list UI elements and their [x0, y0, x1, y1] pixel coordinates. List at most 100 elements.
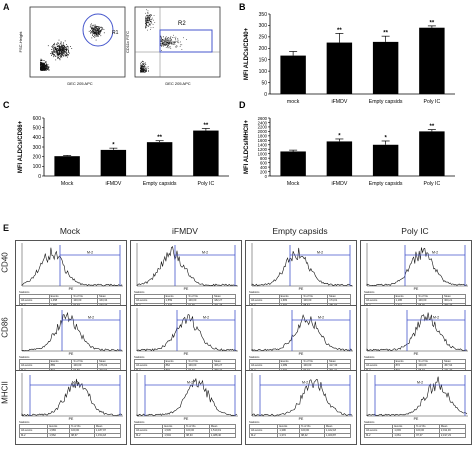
x-tick-label: mock: [287, 99, 300, 105]
gate-m2-label: M-2: [88, 316, 94, 320]
y-tick-label: 2600: [258, 116, 268, 121]
statistics-table: Statistics Events% of Vis Mean All events 1,…: [248, 421, 352, 438]
statistics-title: Statistics: [249, 291, 260, 294]
x-tick-label: Empty capsids: [369, 181, 403, 187]
y-tick-label: 1600: [258, 138, 268, 143]
bar: [146, 142, 173, 176]
histogram-xlabel: PE: [184, 417, 189, 420]
row-title-mhcii: MHCII: [0, 380, 10, 404]
y-tick-label: 600: [33, 116, 42, 122]
bar: [280, 55, 306, 94]
stats-cell: 98,67: [69, 432, 95, 438]
x-tick-label: Mock: [287, 181, 300, 187]
stats-cell: 1,374: [277, 432, 301, 438]
stats-cell: M-2: [248, 432, 279, 438]
panel-label-e: E: [3, 223, 10, 233]
column-title-1: iFMDV: [172, 226, 198, 236]
histogram-xlabel: PE: [299, 352, 304, 355]
histogram-xlabel: PE: [69, 287, 74, 290]
statistics-title: Statistics: [364, 356, 375, 359]
statistics-title: Statistics: [249, 421, 260, 424]
y-tick-label: 200: [259, 46, 268, 52]
bar-charts: B 0 50 100 150 200 250 300 350 MFI ALDCs/CD40+ moc…: [3, 2, 455, 187]
gate-m2-label: M-2: [433, 316, 439, 320]
y-tick-label: 250: [259, 35, 268, 41]
stats-cell: 1,409,87: [323, 432, 352, 438]
y-tick-label: 1200: [258, 147, 268, 152]
stats-cell: M-2: [18, 432, 49, 438]
stats-cell: 1,504: [162, 432, 186, 438]
gate-m2-label: M-2: [202, 251, 208, 255]
gate-m2-label: M-2: [187, 381, 193, 385]
y-tick-label: 400: [260, 165, 268, 170]
statistics-title: Statistics: [249, 356, 260, 359]
histogram-trace: [251, 247, 353, 287]
significance-label: *: [384, 135, 387, 141]
statistics-title: Statistics: [134, 291, 145, 294]
y-tick-label: 800: [260, 156, 268, 161]
gate-m2-label: M-2: [432, 251, 438, 255]
bar: [100, 149, 127, 176]
x-tick-label: Empty capsids: [369, 99, 403, 105]
dotplot-r2-xlabel: DEC 205 APC: [165, 81, 190, 86]
statistics-title: Statistics: [19, 356, 30, 359]
stats-cell: M-2: [133, 432, 164, 438]
statistics-table: Statistics Events% of Vis Mean All events 86…: [134, 356, 236, 373]
histogram-xlabel: PE: [184, 352, 189, 355]
x-tick-label: Poly IC: [424, 181, 441, 187]
gate-m2-label: M-2: [417, 381, 423, 385]
panel-a-dotplots: R1 FSC-Height DEC 205 APC R2 CD11c FITC …: [18, 6, 221, 86]
y-tick-label: 2000: [258, 129, 268, 134]
panel-label-d: D: [239, 100, 246, 110]
histogram-xlabel: PE: [414, 417, 419, 420]
histogram-cd86-1: M-2 PE Statistics Events% of Vis Mean All eve…: [130, 305, 242, 380]
significance-label: *: [112, 143, 115, 149]
statistics-title: Statistics: [134, 421, 145, 424]
x-tick-label: iFMDV: [331, 181, 347, 187]
histogram-trace: [136, 246, 238, 287]
y-tick-label: 0: [265, 174, 268, 179]
statistics-title: Statistics: [364, 421, 375, 424]
y-axis-label: MFI ALDCs/MHCII+: [244, 120, 250, 174]
histogram-xlabel: PE: [69, 417, 74, 420]
histogram-mhcii-3: M-2 PE Statistics Events% of Vis Mean All eve…: [360, 370, 472, 445]
y-tick-label: 600: [260, 160, 268, 165]
bar: [326, 141, 353, 176]
gate-r2-label: R2: [178, 21, 186, 27]
gate-m2-label: M-2: [317, 251, 323, 255]
gate-m2-label: M-2: [203, 316, 209, 320]
significance-label: **: [204, 123, 209, 129]
histogram-cd86-3: M-2 PE Statistics Events% of Vis Mean All eve…: [360, 305, 472, 380]
histogram-trace: [366, 376, 468, 417]
column-title-0: Mock: [59, 226, 81, 236]
significance-label: **: [430, 124, 435, 130]
statistics-title: Statistics: [364, 291, 375, 294]
bar: [372, 41, 399, 94]
chart-b: B 0 50 100 150 200 250 300 350 MFI ALDCs/CD40+ moc…: [239, 2, 455, 105]
histogram-cd40-0: M-2 PE Statistics Events% of Vis Mean All eve…: [15, 240, 127, 315]
histogram-trace: [366, 247, 468, 287]
statistics-table: Statistics Events% of Vis Mean All events 1,…: [133, 421, 237, 438]
gate-m2-label: M-2: [87, 251, 93, 255]
y-tick-label: 500: [33, 125, 42, 131]
bar: [280, 151, 306, 176]
histogram-mhcii-2: M-2 PE Statistics Events% of Vis Mean All eve…: [245, 370, 357, 445]
dotplot-r2-ylabel: CD11c FITC: [125, 31, 130, 53]
histogram-cd40-1: M-2 PE Statistics Events% of Vis Mean All eve…: [130, 240, 242, 315]
row-title-cd86: CD86: [0, 316, 10, 338]
bar: [372, 144, 399, 176]
y-tick-label: 350: [259, 12, 268, 18]
stats-cell: 2,197,23: [438, 432, 467, 438]
x-tick-label: Mock: [61, 181, 74, 187]
bar: [419, 27, 445, 94]
y-tick-label: 300: [259, 23, 268, 29]
y-axis-label: MFI ALDCs/CD86+: [18, 120, 24, 173]
x-tick-label: Poly IC: [424, 99, 441, 105]
y-tick-label: 200: [33, 154, 42, 160]
histogram-trace: [21, 247, 123, 287]
y-tick-label: 50: [261, 80, 267, 86]
histogram-mhcii-1: M-2 PE Statistics Events% of Vis Mean All eve…: [130, 370, 242, 445]
x-tick-label: Poly IC: [198, 181, 215, 187]
y-tick-label: 100: [33, 164, 42, 170]
y-tick-label: 1400: [258, 143, 268, 148]
